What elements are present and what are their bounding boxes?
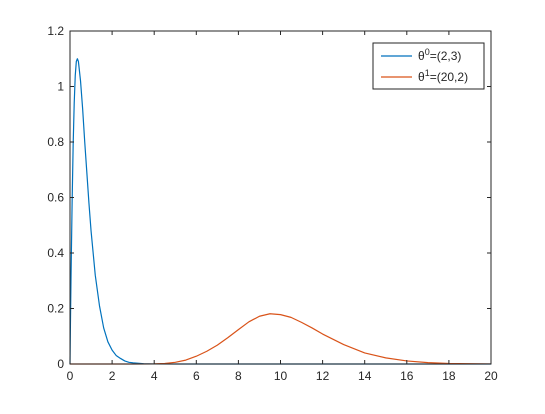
y-tick-label: 0.8 (47, 135, 64, 149)
x-tick-label: 20 (484, 369, 498, 383)
y-axis-ticks: 0 0.2 0.4 0.6 0.8 1 1.2 (47, 24, 491, 371)
x-tick-label: 8 (235, 369, 242, 383)
legend-label-superscript: 0 (425, 47, 430, 57)
x-tick-label: 2 (109, 369, 116, 383)
legend-box (372, 42, 485, 90)
x-tick-label: 0 (67, 369, 74, 383)
series-line-1 (70, 313, 492, 365)
y-tick-label: 1.2 (47, 24, 64, 38)
x-tick-label: 10 (274, 369, 288, 383)
x-tick-label: 4 (151, 369, 158, 383)
legend-label: θ0=(2,3) (418, 47, 461, 63)
legend-label: θ1=(20,2) (418, 68, 468, 84)
y-tick-label: 0.2 (47, 302, 64, 316)
x-tick-label: 16 (400, 369, 414, 383)
legend-label-superscript: 1 (425, 68, 430, 78)
legend-label-suffix: =(2,3) (430, 49, 462, 63)
legend-label-base: θ (418, 70, 425, 84)
legend-label-suffix: =(20,2) (430, 70, 468, 84)
x-tick-label: 14 (358, 369, 372, 383)
legend-label-base: θ (418, 49, 425, 63)
y-tick-label: 0.4 (47, 246, 64, 260)
y-tick-label: 1 (57, 80, 64, 94)
x-axis-ticks: 0 2 4 6 8 10 12 14 16 18 20 (67, 31, 498, 383)
y-tick-label: 0.6 (47, 191, 64, 205)
legend: θ0=(2,3)θ1=(20,2) (372, 42, 485, 90)
y-tick-label: 0 (57, 357, 64, 371)
x-tick-label: 6 (193, 369, 200, 383)
x-tick-label: 12 (316, 369, 330, 383)
x-tick-label: 18 (442, 369, 456, 383)
